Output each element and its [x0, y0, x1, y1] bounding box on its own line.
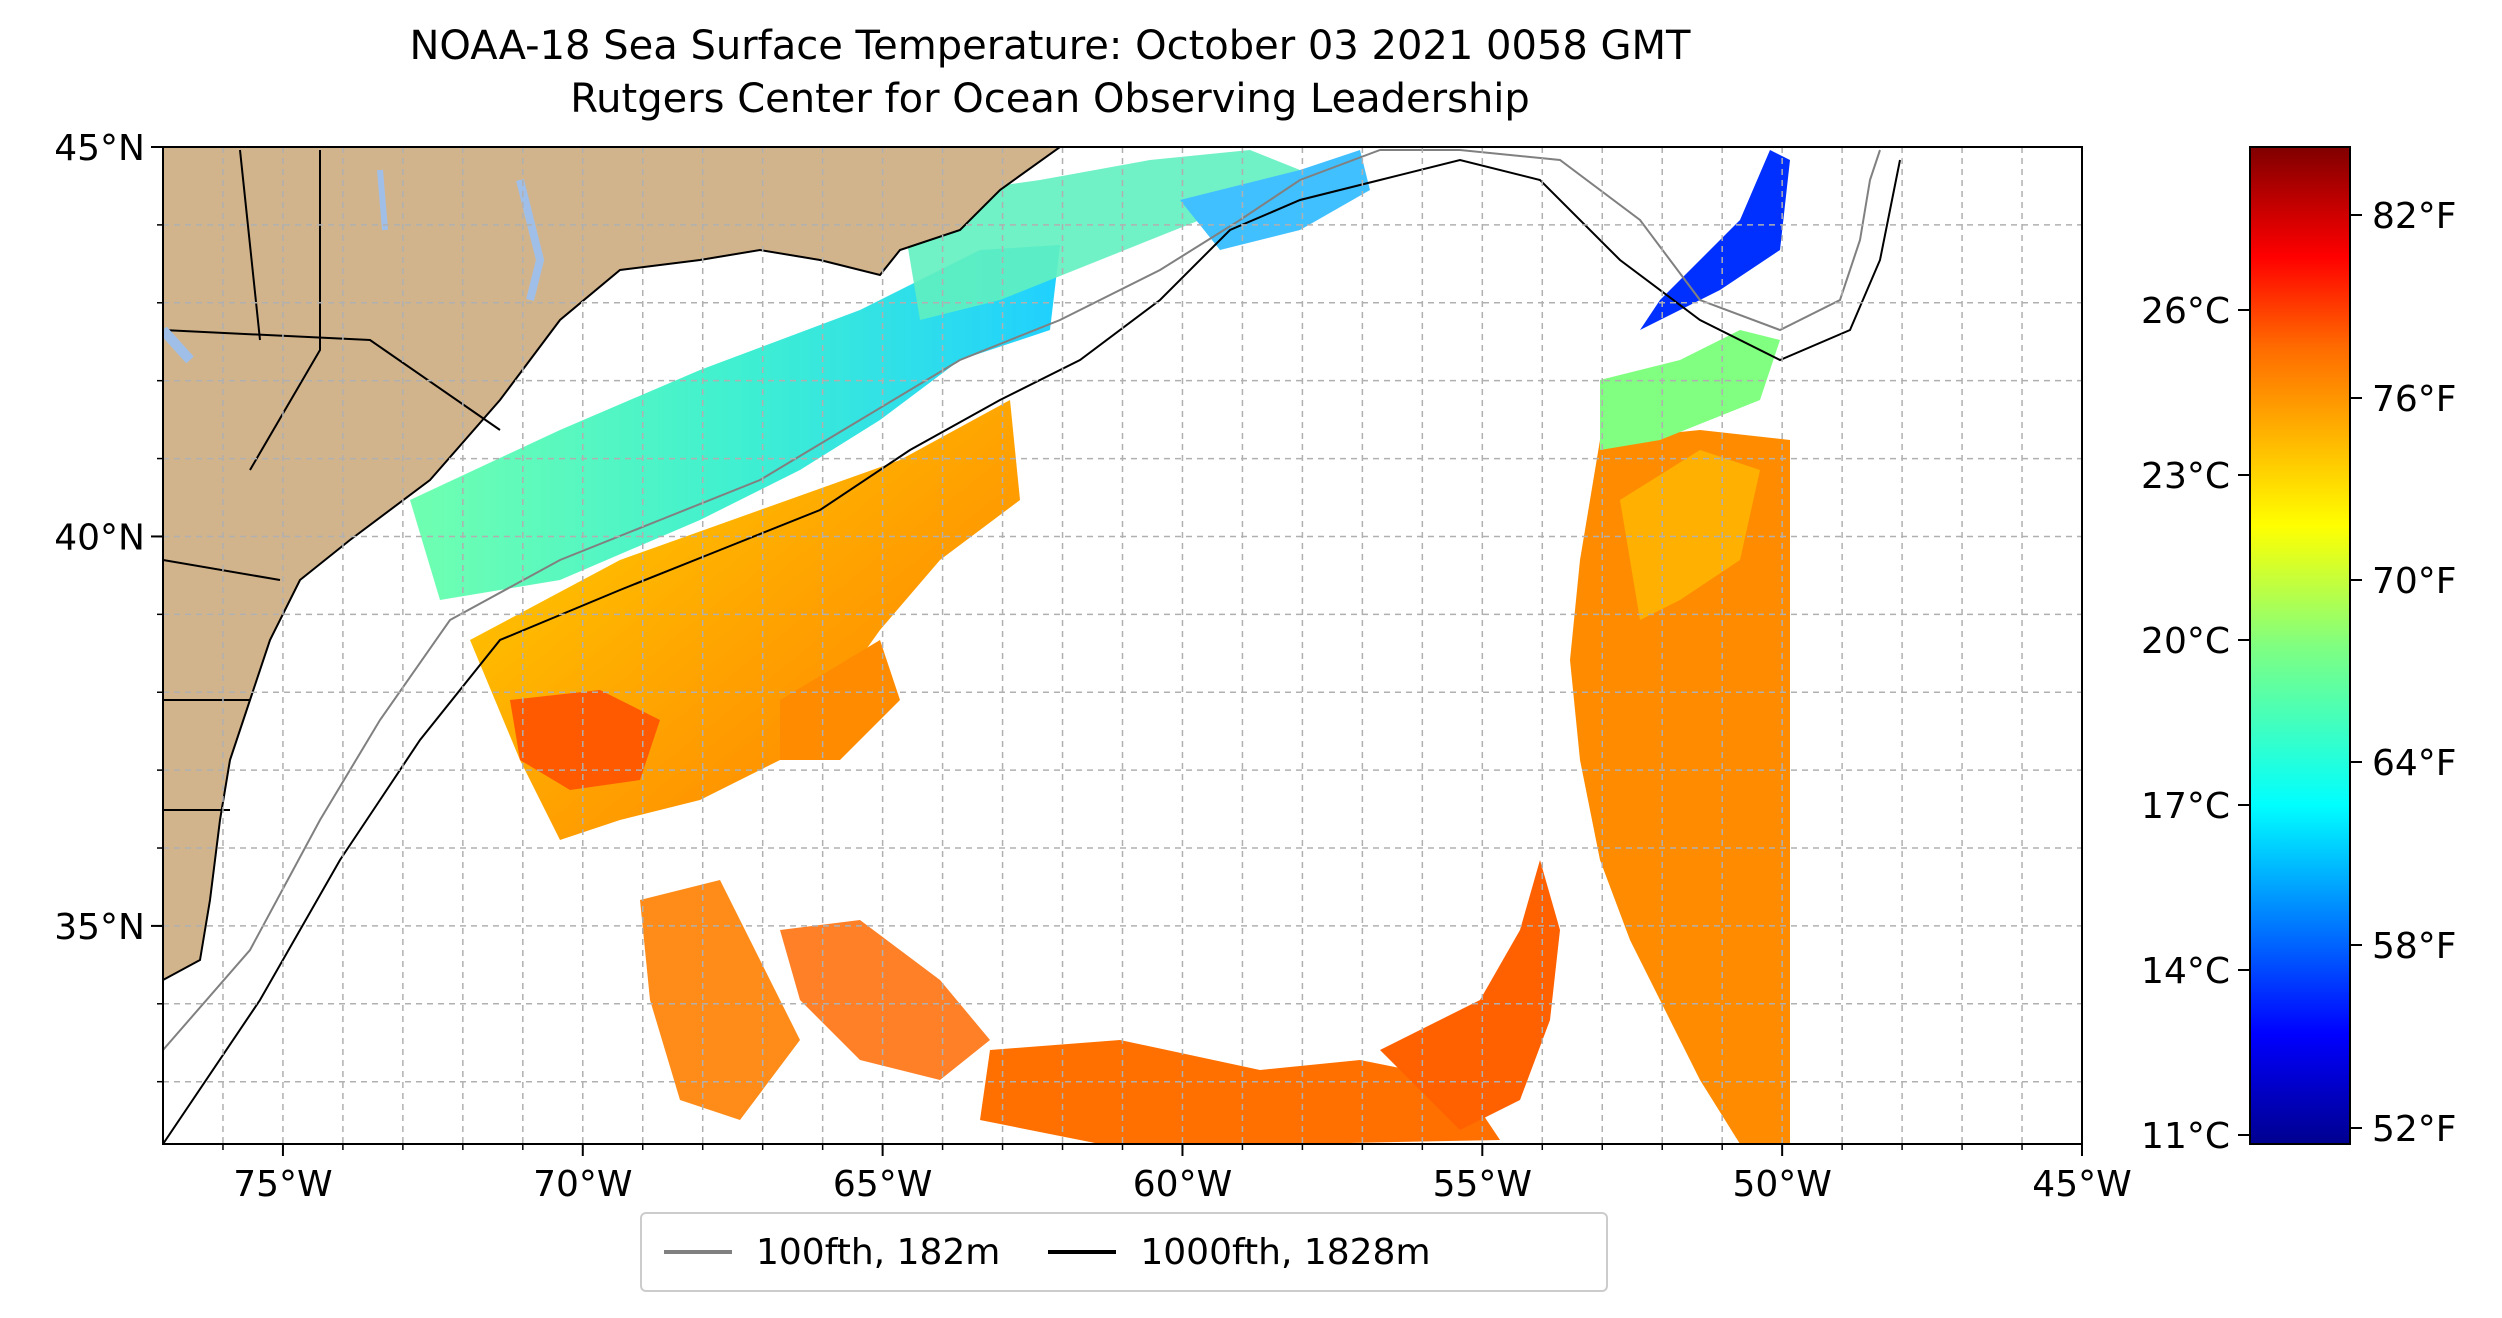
colorbar-fahrenheit-axis: 82°F 76°F 70°F 64°F 58°F 52°F [2350, 196, 2457, 1150]
map-title: NOAA-18 Sea Surface Temperature: October… [409, 23, 1691, 69]
colorbar-celsius-axis: 26°C 23°C 20°C 17°C 14°C 11°C [2141, 291, 2250, 1157]
sst-cool-shelf [410, 245, 1060, 600]
lon-tick-label: 60°W [1133, 1164, 1232, 1205]
lon-tick-label: 50°W [1732, 1164, 1831, 1205]
latitude-axis: 45°N 40°N 35°N [54, 128, 163, 1083]
lake [377, 169, 388, 231]
lat-tick-label: 35°N [54, 907, 145, 948]
sst-east-block [1570, 430, 1790, 1144]
sst-east-cold [1640, 150, 1790, 330]
state-border [163, 559, 281, 581]
sst-scotian [1180, 150, 1370, 250]
colorbar-c-label: 23°C [2141, 456, 2230, 497]
colorbar-f-label: 52°F [2372, 1109, 2457, 1150]
colorbar-c-label: 11°C [2141, 1116, 2230, 1157]
sst-hot-patch [510, 690, 660, 790]
sst-loop-east [1380, 860, 1560, 1130]
land [163, 147, 1062, 982]
colorbar-c-label: 14°C [2141, 951, 2230, 992]
legend-swatch-100fth [664, 1250, 732, 1254]
state-border [249, 150, 321, 471]
lon-tick-label: 70°W [533, 1164, 632, 1205]
sst-east-green [1600, 330, 1780, 450]
colorbar-f-label: 70°F [2372, 561, 2457, 602]
sst-south-patch-2 [780, 920, 990, 1080]
lon-tick-label: 55°W [1433, 1164, 1532, 1205]
map-subtitle: Rutgers Center for Ocean Observing Leade… [570, 76, 1530, 122]
lake [163, 326, 194, 364]
longitude-axis: 75°W 70°W 65°W 60°W 55°W 50°W 45°W [222, 1144, 2132, 1205]
lon-tick-label: 45°W [2032, 1164, 2131, 1205]
lat-tick-label: 40°N [54, 517, 145, 558]
lake [516, 179, 545, 301]
legend-label-100fth: 100fth, 182m [756, 1231, 1001, 1273]
sst-south-band [980, 1040, 1500, 1144]
sst-south-patch-1 [640, 880, 800, 1120]
graticule [163, 147, 2082, 1144]
colorbar-c-label: 17°C [2141, 786, 2230, 827]
legend-item-100fth: 100fth, 182m [664, 1232, 1000, 1273]
sst-gulf-of-maine [900, 150, 1300, 320]
colorbar-c-label: 20°C [2141, 621, 2230, 662]
legend-label-1000fth: 1000fth, 1828m [1140, 1231, 1431, 1273]
colorbar-f-label: 76°F [2372, 379, 2457, 420]
legend: 100fth, 182m 1000fth, 1828m [640, 1212, 1608, 1292]
colorbar-f-label: 82°F [2372, 196, 2457, 237]
state-border [239, 149, 261, 341]
colorbar-f-label: 58°F [2372, 926, 2457, 967]
lat-tick-label: 45°N [54, 128, 145, 169]
isobath-100fth [163, 149, 1881, 1051]
colorbar [2249, 146, 2351, 1145]
sst-data [410, 150, 1790, 1144]
north-america-land [163, 147, 1062, 982]
lon-tick-label: 65°W [833, 1164, 932, 1205]
lon-tick-label: 75°W [233, 1164, 332, 1205]
sst-east-yellow [1620, 450, 1760, 620]
colorbar-c-label: 26°C [2141, 291, 2230, 332]
isobath-1000fth [163, 158, 1901, 1144]
legend-swatch-1000fth [1048, 1250, 1117, 1254]
map-area [163, 147, 2082, 1144]
colorbar-f-label: 64°F [2372, 743, 2457, 784]
state-border [163, 329, 501, 431]
legend-item-1000fth: 1000fth, 1828m [1048, 1231, 1431, 1273]
sst-warm-patch [780, 640, 900, 760]
